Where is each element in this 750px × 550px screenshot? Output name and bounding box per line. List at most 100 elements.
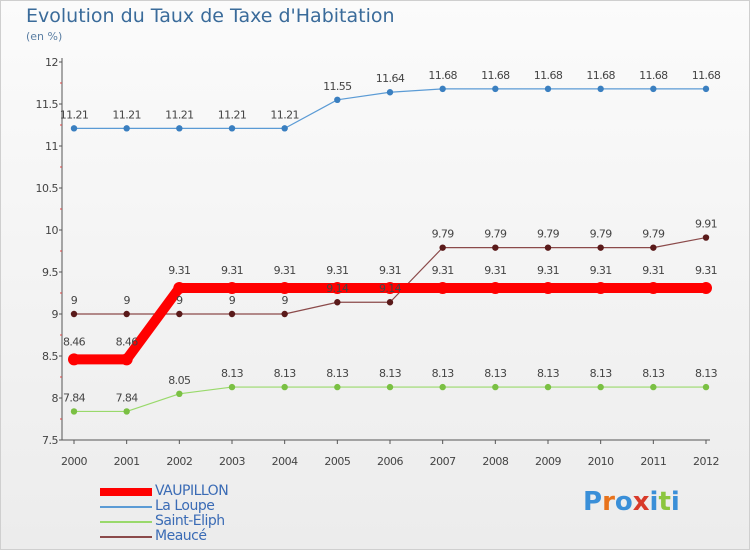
data-label: 9.31 bbox=[221, 264, 243, 277]
data-label: 8.13 bbox=[221, 367, 244, 380]
y-tick-label: 11.5 bbox=[36, 98, 59, 111]
data-label: 9.14 bbox=[326, 282, 349, 295]
logo-letter: t bbox=[658, 487, 671, 517]
series-line bbox=[74, 282, 706, 365]
data-label: 9 bbox=[123, 294, 130, 307]
logo-letter: i bbox=[649, 487, 659, 517]
data-point bbox=[123, 125, 130, 132]
y-tick-label: 10.5 bbox=[36, 182, 59, 195]
data-label: 11.21 bbox=[112, 108, 141, 121]
data-point bbox=[334, 383, 341, 391]
data-label: 8.13 bbox=[695, 367, 718, 380]
data-point bbox=[597, 383, 604, 391]
data-point bbox=[544, 85, 552, 93]
y-tick-label: 9 bbox=[52, 308, 59, 321]
data-point bbox=[278, 281, 291, 294]
data-label: 7.84 bbox=[116, 391, 139, 404]
x-tick-label: 2004 bbox=[272, 455, 298, 468]
data-label: 11.55 bbox=[323, 80, 352, 93]
data-point bbox=[700, 281, 712, 294]
data-point bbox=[439, 244, 446, 251]
data-label: 8.46 bbox=[116, 335, 139, 348]
data-point bbox=[281, 310, 288, 318]
x-tick-label: 2009 bbox=[535, 455, 561, 468]
data-label: 8.05 bbox=[168, 374, 191, 387]
legend-item-la-loupe: La Loupe bbox=[100, 498, 360, 514]
data-label: 9 bbox=[229, 294, 236, 307]
data-point bbox=[650, 244, 657, 251]
data-label: 9.31 bbox=[168, 264, 190, 277]
data-label: 9.79 bbox=[590, 228, 613, 241]
data-point bbox=[597, 244, 604, 251]
data-point bbox=[331, 281, 344, 294]
data-point bbox=[70, 125, 78, 132]
data-label: 9.14 bbox=[379, 282, 402, 295]
data-point bbox=[334, 299, 341, 306]
data-label: 7.84 bbox=[63, 391, 86, 404]
y-tick-label: 7.5 bbox=[42, 434, 58, 447]
proxiti-logo: Proxiti bbox=[583, 487, 680, 517]
data-label: 9.79 bbox=[642, 228, 665, 241]
data-point bbox=[597, 85, 604, 93]
legend-label-meauce: Meaucé bbox=[155, 528, 207, 544]
data-point bbox=[594, 281, 607, 294]
data-point bbox=[702, 85, 710, 93]
data-label: 11.68 bbox=[692, 69, 721, 82]
data-label: 9.31 bbox=[537, 264, 559, 277]
data-label: 11.68 bbox=[586, 69, 615, 82]
data-point bbox=[228, 310, 236, 318]
data-point bbox=[439, 383, 446, 391]
data-label: 9.31 bbox=[590, 264, 612, 277]
data-label: 9 bbox=[71, 294, 78, 307]
data-point bbox=[386, 89, 394, 96]
data-point bbox=[384, 281, 396, 294]
data-label: 9.91 bbox=[695, 218, 717, 231]
x-tick-label: 2000 bbox=[61, 455, 87, 468]
data-point bbox=[702, 383, 710, 391]
legend-swatch-la-loupe bbox=[100, 506, 152, 508]
data-point bbox=[123, 310, 130, 318]
data-point bbox=[334, 96, 341, 104]
logo-letter: i bbox=[670, 487, 680, 517]
data-point bbox=[489, 281, 502, 294]
data-label: 9.31 bbox=[432, 264, 454, 277]
chart-subtitle: (en %) bbox=[26, 30, 63, 43]
data-label: 9 bbox=[281, 294, 288, 307]
data-point bbox=[173, 281, 186, 294]
data-point bbox=[702, 234, 710, 241]
data-point bbox=[228, 125, 236, 132]
data-label: 9 bbox=[176, 294, 183, 307]
y-tick-label: 12 bbox=[45, 56, 58, 69]
data-point bbox=[544, 383, 552, 391]
legend: VAUPILLON La Loupe Saint-Eliph Meaucé bbox=[100, 483, 360, 544]
data-label: 9.31 bbox=[695, 264, 717, 277]
data-label: 9.31 bbox=[379, 264, 401, 277]
x-tick-label: 2010 bbox=[588, 455, 614, 468]
data-point bbox=[492, 244, 499, 251]
data-label: 8.13 bbox=[642, 367, 665, 380]
legend-item-meauce: Meaucé bbox=[100, 528, 360, 544]
logo-letter: P bbox=[583, 487, 603, 517]
data-label: 9.79 bbox=[432, 228, 455, 241]
x-tick-label: 2006 bbox=[377, 455, 403, 468]
logo-letter: r bbox=[602, 487, 615, 517]
y-tick-label: 8 bbox=[52, 392, 59, 405]
y-tick-label: 11 bbox=[45, 140, 58, 153]
x-tick-label: 2011 bbox=[640, 455, 666, 468]
x-tick-label: 2003 bbox=[219, 455, 245, 468]
x-tick-label: 2012 bbox=[693, 455, 719, 468]
data-point bbox=[492, 383, 499, 391]
data-label: 11.21 bbox=[270, 108, 299, 121]
data-label: 9.31 bbox=[326, 264, 348, 277]
x-tick-label: 2001 bbox=[114, 455, 140, 468]
data-point bbox=[436, 281, 449, 294]
data-point bbox=[176, 310, 183, 318]
data-point bbox=[226, 281, 238, 294]
legend-item-saint-eliph: Saint-Eliph bbox=[100, 513, 360, 529]
legend-label-saint-eliph: Saint-Eliph bbox=[155, 513, 225, 529]
data-label: 8.13 bbox=[590, 367, 613, 380]
legend-label-la-loupe: La Loupe bbox=[155, 498, 215, 514]
data-label: 11.68 bbox=[481, 69, 510, 82]
data-point bbox=[650, 85, 657, 93]
series-line bbox=[74, 386, 706, 413]
